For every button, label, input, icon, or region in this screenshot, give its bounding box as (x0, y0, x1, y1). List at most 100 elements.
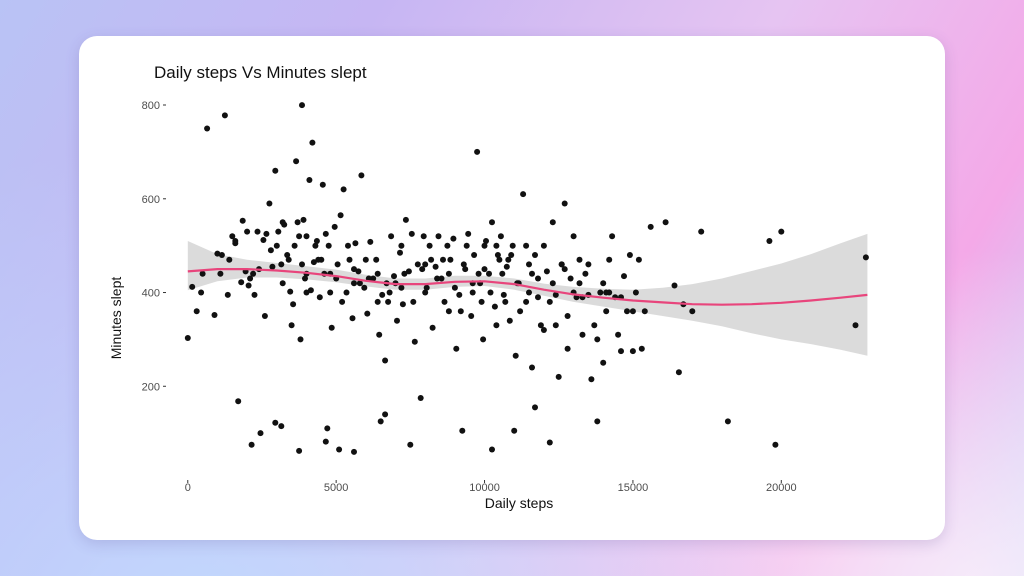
data-point (447, 256, 454, 263)
x-tick-label: 15000 (618, 482, 649, 494)
data-point (459, 427, 466, 434)
data-point (336, 446, 343, 453)
data-point (438, 275, 445, 282)
data-point (287, 288, 294, 295)
data-point (529, 364, 535, 371)
data-point (561, 200, 568, 207)
data-point (468, 313, 475, 319)
x-tick-label: 20000 (766, 482, 797, 494)
data-point (494, 252, 501, 258)
data-point (266, 200, 273, 207)
data-point (491, 303, 498, 310)
data-point (244, 228, 251, 235)
data-point (597, 289, 604, 296)
data-point (445, 308, 452, 315)
data-point (382, 411, 389, 418)
data-point (570, 233, 577, 240)
data-point (632, 289, 639, 296)
data-point (221, 112, 228, 119)
data-point (489, 446, 495, 453)
data-point (402, 216, 409, 223)
data-point (635, 256, 642, 263)
data-point (370, 275, 377, 282)
data-point (493, 242, 500, 249)
data-point (319, 181, 326, 188)
data-point (391, 273, 397, 280)
data-point (426, 242, 433, 249)
data-point (606, 256, 613, 263)
data-point (508, 252, 515, 258)
data-point (496, 256, 503, 263)
data-point (272, 419, 279, 426)
data-point (552, 291, 559, 298)
data-point (456, 291, 463, 298)
y-tick-label: 800 (142, 100, 160, 112)
data-point (462, 266, 469, 273)
data-point (422, 261, 429, 268)
data-point (306, 177, 313, 183)
data-point (315, 256, 322, 263)
data-point (629, 348, 636, 355)
data-point (199, 270, 206, 277)
data-point (226, 256, 233, 263)
data-point (331, 223, 338, 230)
data-point (269, 263, 276, 270)
data-point (382, 357, 389, 364)
data-point (537, 322, 544, 329)
data-point (422, 289, 429, 296)
data-point (576, 256, 583, 263)
data-point (278, 261, 285, 268)
data-point (299, 102, 305, 109)
data-point (254, 228, 261, 235)
data-point (211, 312, 218, 318)
data-point (299, 261, 305, 268)
data-point (399, 301, 406, 308)
data-point (296, 447, 303, 454)
data-point (322, 438, 329, 445)
data-point (361, 284, 368, 291)
data-point (500, 291, 507, 298)
data-point (367, 238, 374, 245)
data-point (549, 280, 556, 287)
data-point (546, 439, 553, 446)
data-point (567, 275, 574, 282)
data-point (377, 418, 384, 425)
data-point (506, 317, 513, 324)
data-point (529, 270, 535, 277)
data-point (257, 430, 264, 437)
data-point (218, 252, 225, 258)
data-point (184, 335, 191, 341)
data-point (294, 219, 301, 226)
data-point (671, 282, 678, 289)
data-point (564, 313, 571, 319)
data-point (689, 308, 696, 315)
data-point (469, 289, 476, 296)
data-point (303, 289, 310, 296)
points-layer (184, 102, 869, 455)
data-point (307, 287, 314, 294)
y-axis-label: Minutes slept (108, 277, 124, 360)
data-point (558, 261, 565, 268)
data-point (405, 268, 412, 275)
data-point (444, 242, 451, 249)
data-point (594, 336, 601, 343)
data-point (351, 266, 357, 273)
data-point (273, 242, 280, 249)
data-point (388, 233, 395, 240)
data-point (505, 256, 512, 263)
data-point (251, 291, 258, 298)
data-point (698, 228, 705, 235)
data-point (487, 289, 494, 296)
data-point (245, 282, 252, 289)
data-point (300, 216, 307, 223)
data-point (322, 230, 329, 237)
data-point (419, 266, 426, 273)
data-point (217, 270, 224, 277)
scatter-chart: Daily steps Vs Minutes slept 200 400 600 80… (108, 63, 869, 511)
data-point (397, 249, 403, 256)
data-point (766, 238, 773, 244)
data-point (600, 359, 607, 366)
data-point (261, 313, 268, 319)
data-point (279, 219, 286, 226)
data-point (364, 310, 371, 317)
